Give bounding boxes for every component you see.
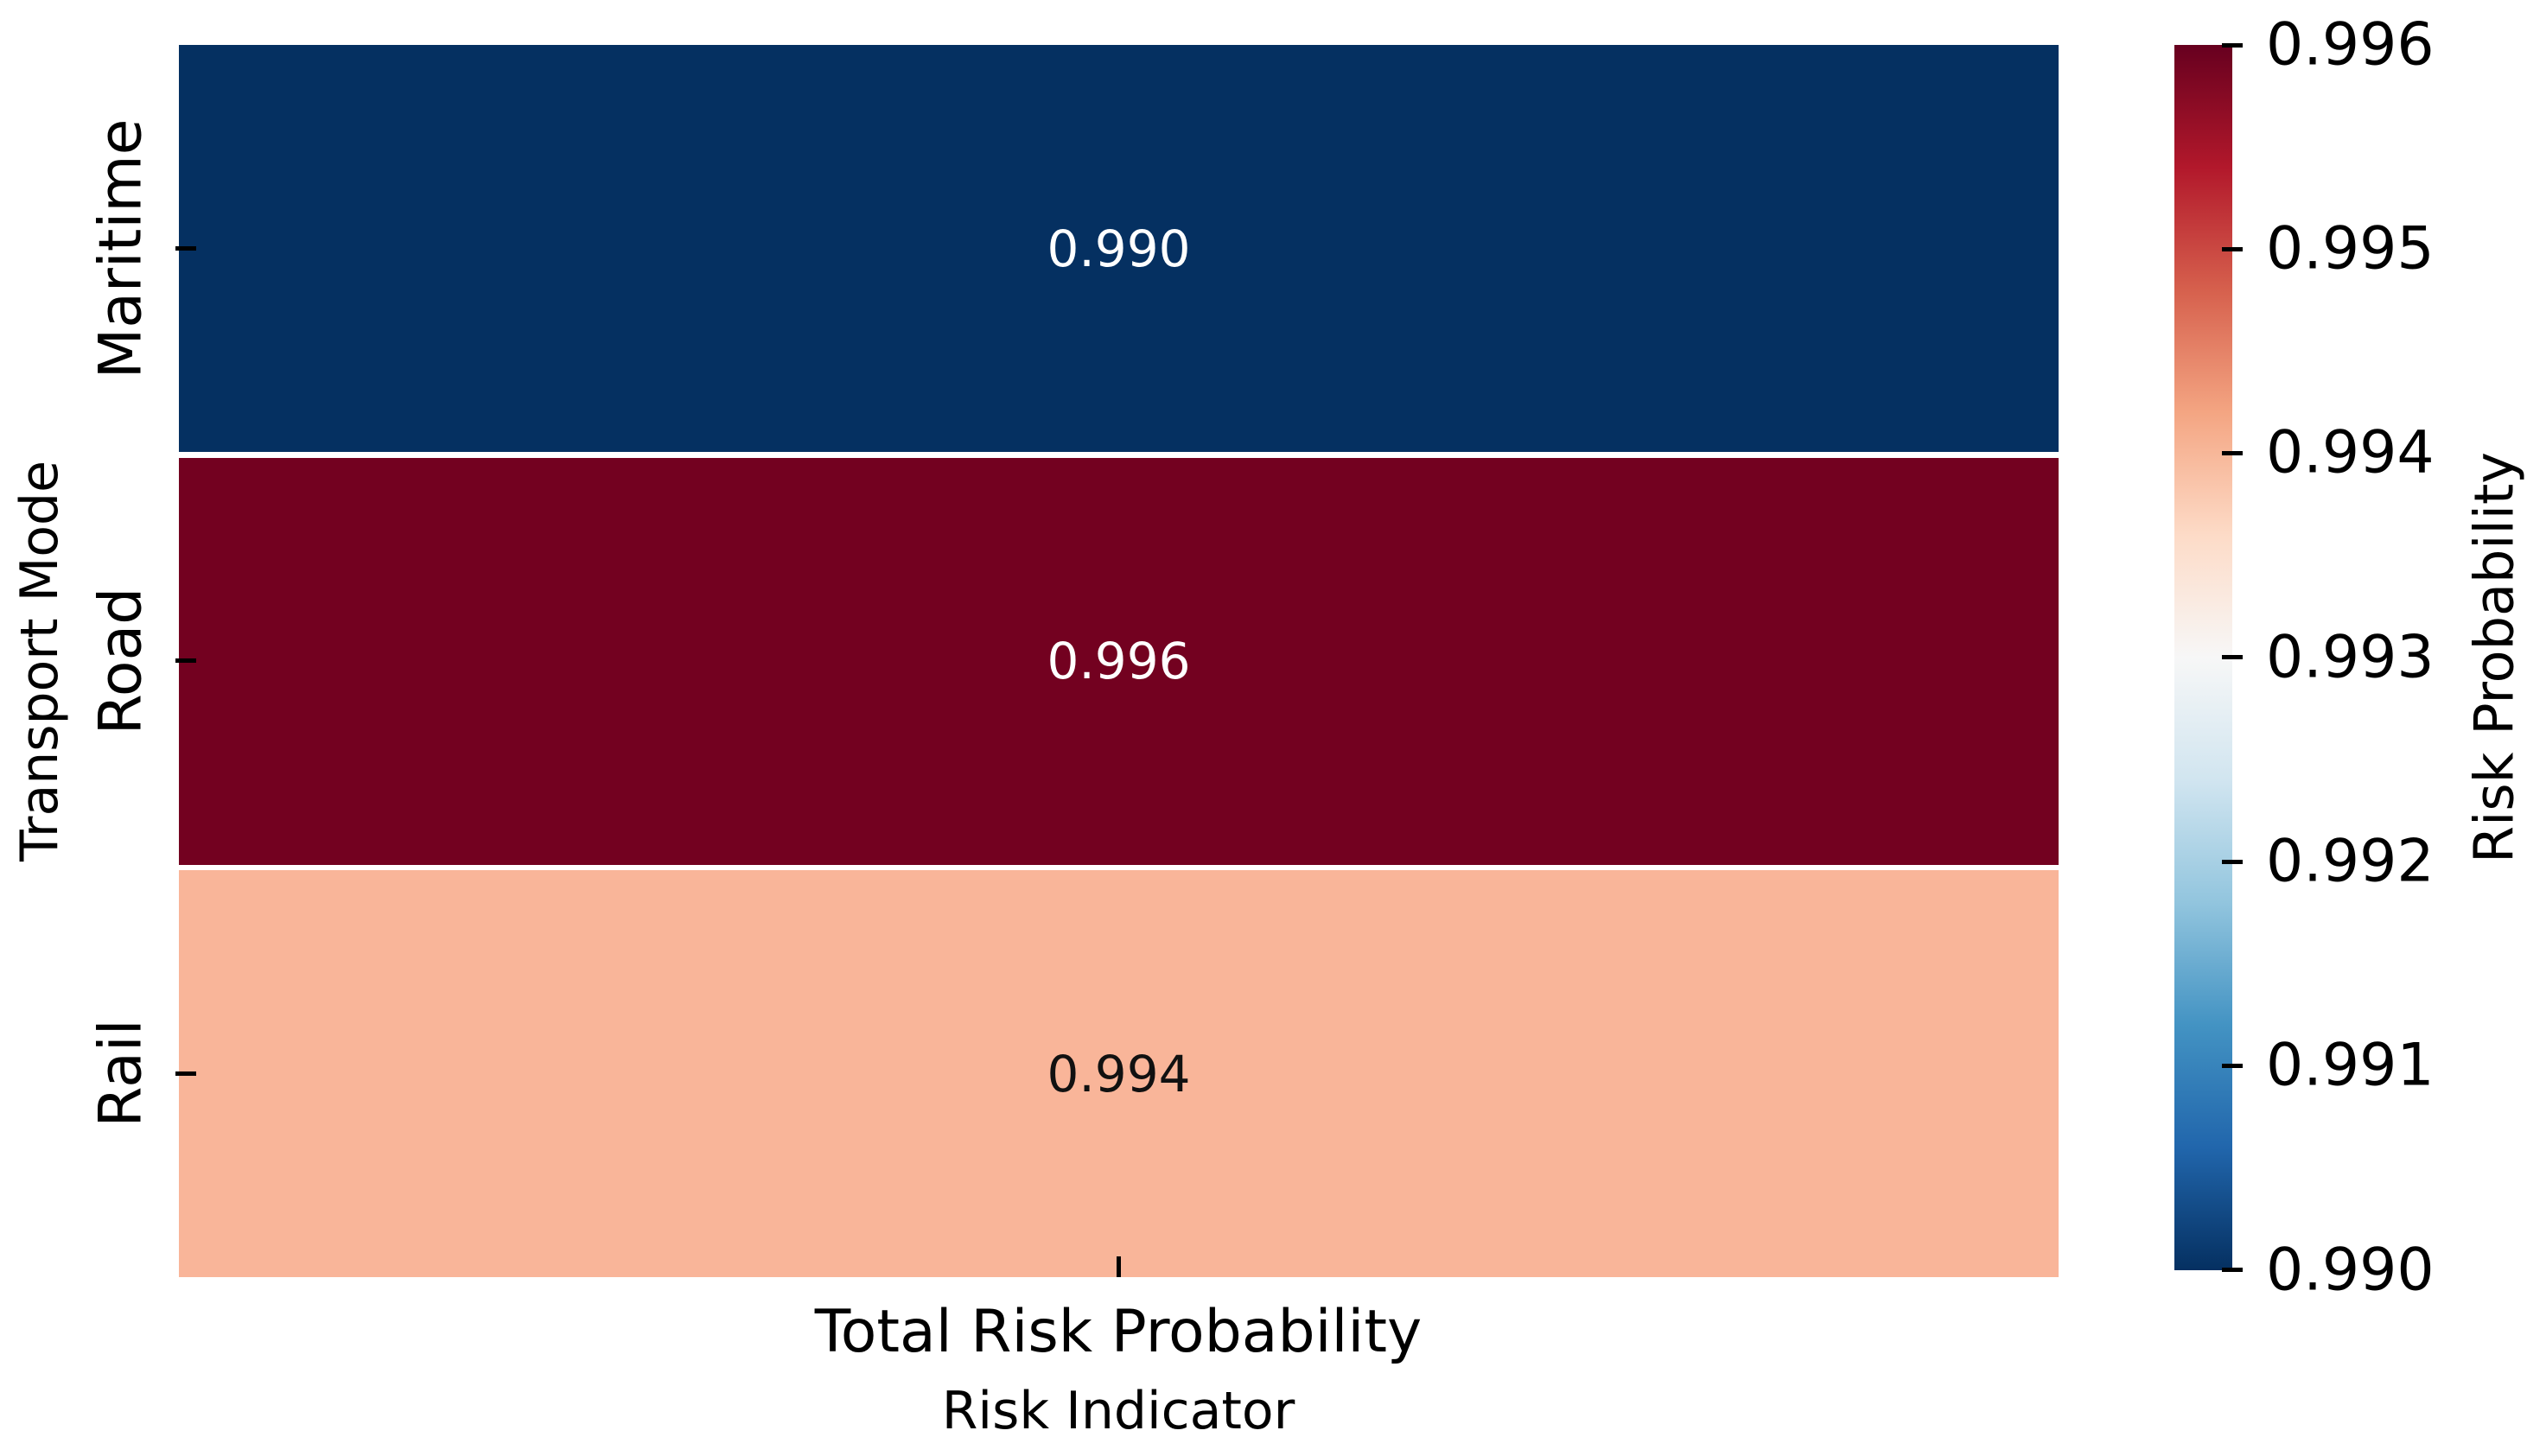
colorbar-tick-label: 0.994 (2266, 418, 2435, 487)
heatmap-row-rail: 0.994 (179, 870, 2059, 1277)
y-tick-label-rail: Rail (86, 1019, 156, 1128)
colorbar-tick-mark (2222, 247, 2243, 251)
x-tick-label: Total Risk Probability (814, 1298, 1423, 1366)
colorbar-tick-label: 0.992 (2266, 827, 2435, 896)
y-tick-label-road: Road (86, 587, 156, 735)
colorbar-title: Risk Probability (2462, 452, 2526, 863)
colorbar-tick-mark (2222, 451, 2243, 455)
colorbar-tick-label: 0.996 (2266, 10, 2435, 79)
colorbar-tick-mark (2222, 1268, 2243, 1272)
y-tick-mark (175, 658, 196, 663)
heatmap-row-maritime: 0.990 (179, 45, 2059, 452)
plot-area: 0.990 0.996 0.994 (179, 45, 2059, 1277)
y-tick-label-maritime: Maritime (86, 118, 156, 379)
cell-value-annotation: 0.994 (1047, 1044, 1191, 1103)
cell-value-annotation: 0.996 (1047, 632, 1191, 690)
y-tick-mark (175, 1071, 196, 1076)
colorbar-tick-label: 0.995 (2266, 214, 2435, 283)
colorbar-tick-label: 0.990 (2266, 1236, 2435, 1305)
colorbar-tick-label: 0.993 (2266, 623, 2435, 692)
y-axis-title: Transport Mode (10, 460, 70, 862)
colorbar-tick-mark (2222, 860, 2243, 864)
y-tick-mark (175, 246, 196, 251)
colorbar-tick-mark (2222, 43, 2243, 48)
heatmap-row-road: 0.996 (179, 457, 2059, 865)
x-axis-title: Risk Indicator (941, 1381, 1295, 1441)
colorbar-tick-label: 0.991 (2266, 1031, 2435, 1100)
x-tick-mark (1117, 1256, 1121, 1277)
colorbar-tick-mark (2222, 1064, 2243, 1068)
colorbar-tick-mark (2222, 655, 2243, 659)
cell-value-annotation: 0.990 (1047, 219, 1191, 278)
